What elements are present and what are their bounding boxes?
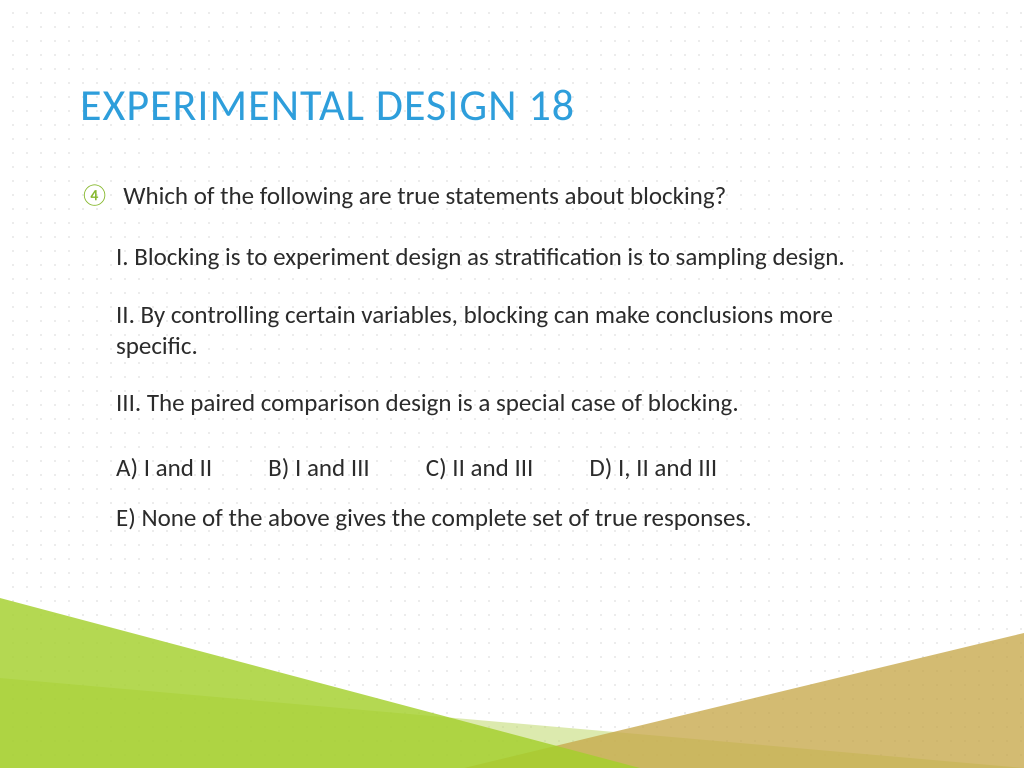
option-a: A) I and II bbox=[116, 452, 212, 483]
slide-title: EXPERIMENTAL DESIGN 18 bbox=[80, 78, 944, 132]
statement-1: I. Blocking is to experiment design as s… bbox=[116, 241, 944, 272]
statement-3: III. The paired comparison design is a s… bbox=[116, 387, 944, 418]
statement-2: II. By controlling certain variables, bl… bbox=[116, 299, 944, 362]
slide-content: EXPERIMENTAL DESIGN 18 ④ Which of the fo… bbox=[0, 0, 1024, 768]
option-c: C) II and III bbox=[426, 452, 534, 483]
option-d: D) I, II and III bbox=[589, 452, 717, 483]
options-row: A) I and II B) I and III C) II and III D… bbox=[116, 452, 944, 483]
circled-number-bullet-icon: ④ bbox=[80, 182, 109, 207]
option-b: B) I and III bbox=[268, 452, 370, 483]
option-e: E) None of the above gives the complete … bbox=[116, 502, 944, 533]
question-text: Which of the following are true statemen… bbox=[123, 180, 726, 211]
question-row: ④ Which of the following are true statem… bbox=[80, 180, 944, 211]
